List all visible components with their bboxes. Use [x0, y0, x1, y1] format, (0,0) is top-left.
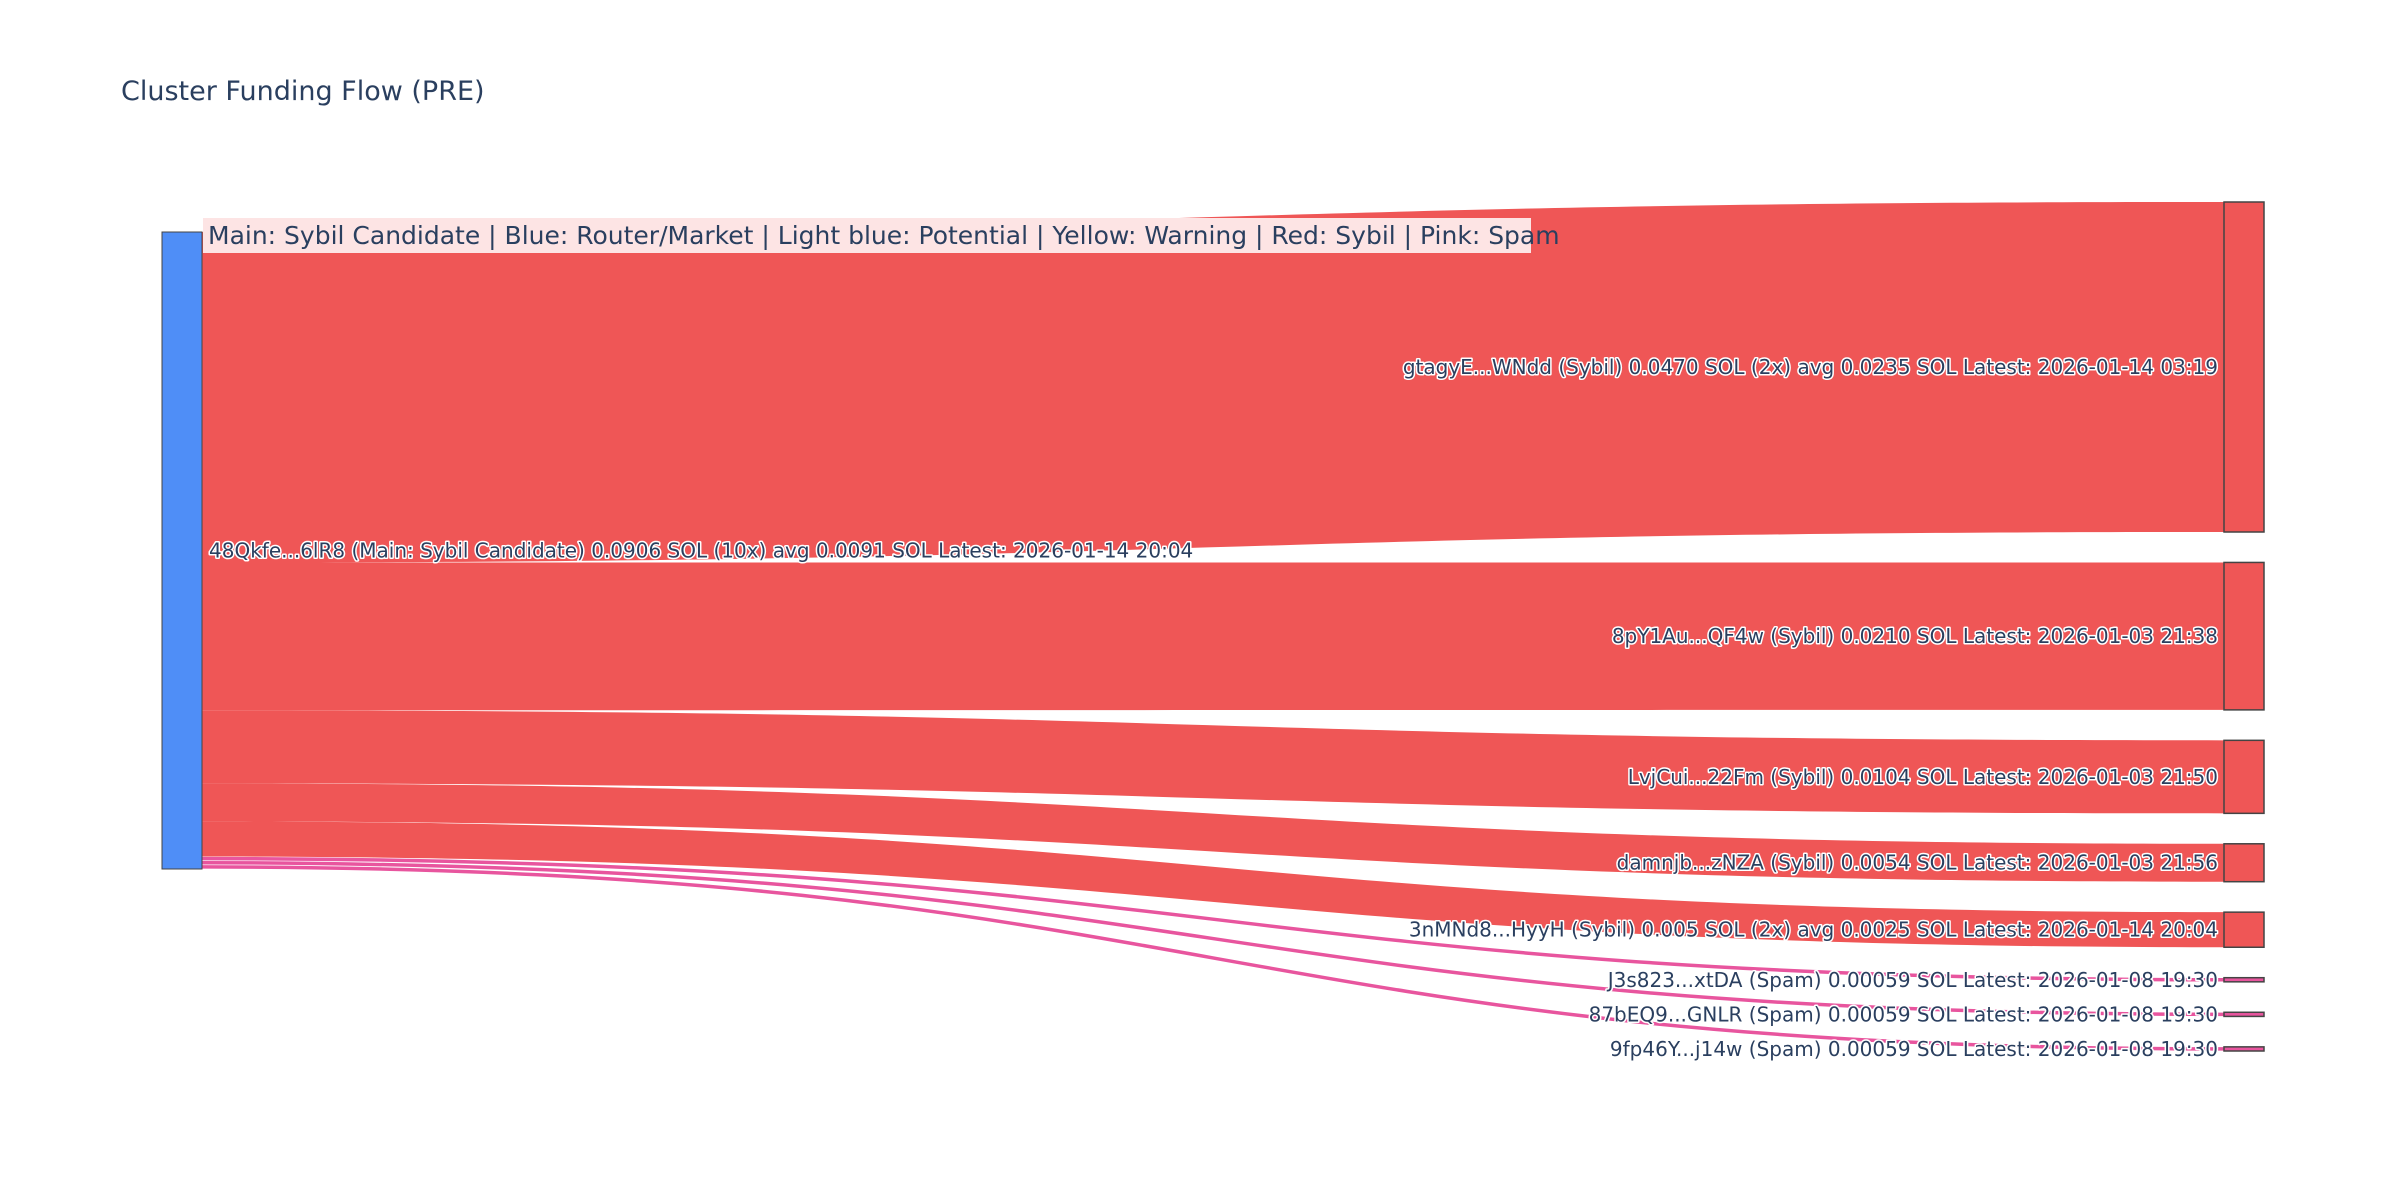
target-node-3[interactable] [2223, 739, 2265, 815]
legend-note: Main: Sybil Candidate | Blue: Router/Mar… [208, 221, 1560, 250]
flow-link-2[interactable] [202, 562, 2224, 711]
target-node-label-1: gtagyE...WNdd (Sybil) 0.0470 SOL (2x) av… [1403, 355, 2218, 379]
target-node-label-5: 3nMNd8...HyyH (Sybil) 0.005 SOL (2x) avg… [1409, 918, 2218, 942]
flow-link-3[interactable] [202, 710, 2224, 814]
target-node-label-2: 8pY1Au...QF4w (Sybil) 0.0210 SOL Latest:… [1612, 624, 2218, 648]
target-node-label-6: J3s823...xtDA (Spam) 0.00059 SOL Latest:… [1606, 968, 2218, 992]
source-node-label: 48Qkfe...6lR8 (Main: Sybil Candidate) 0.… [209, 539, 1193, 563]
nodes-layer [161, 201, 2265, 1052]
target-node-2[interactable] [2223, 561, 2265, 711]
links-layer [201, 202, 2225, 1051]
target-node-7[interactable] [2223, 1011, 2265, 1018]
target-node-1[interactable] [2223, 201, 2265, 533]
flow-link-8[interactable] [201, 865, 2225, 1051]
legend-note-background [203, 218, 1531, 253]
flow-link-4[interactable] [202, 783, 2224, 882]
source-node[interactable] [161, 231, 203, 870]
flow-link-5[interactable] [202, 821, 2224, 948]
target-node-5[interactable] [2223, 911, 2265, 949]
target-node-label-8: 9fp46Y...j14w (Spam) 0.00059 SOL Latest:… [1610, 1037, 2218, 1061]
target-node-label-7: 87bEQ9...GNLR (Spam) 0.00059 SOL Latest:… [1589, 1002, 2218, 1026]
target-node-label-4: damnjb...zNZA (Sybil) 0.0054 SOL Latest:… [1617, 851, 2218, 875]
flow-link-1[interactable] [202, 202, 2224, 563]
target-node-6[interactable] [2223, 976, 2265, 983]
target-node-8[interactable] [2223, 1046, 2265, 1052]
flow-link-7[interactable] [201, 861, 2225, 1017]
target-node-4[interactable] [2223, 843, 2265, 883]
labels-layer: 9fp46Y...j14w (Spam) 0.00059 SOL Latest:… [203, 218, 2220, 1062]
flow-link-6[interactable] [201, 856, 2225, 982]
target-node-label-3: LvjCui...22Fm (Sybil) 0.0104 SOL Latest:… [1628, 765, 2218, 789]
chart-title: Cluster Funding Flow (PRE) [121, 76, 485, 107]
